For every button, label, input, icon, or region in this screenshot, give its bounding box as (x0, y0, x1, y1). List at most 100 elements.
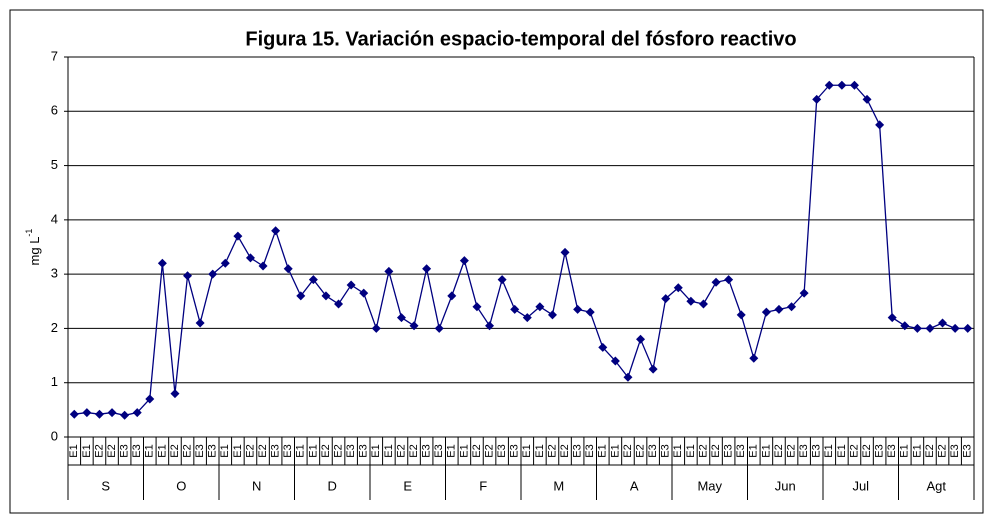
marker (245, 253, 255, 263)
group-label: S (101, 478, 110, 493)
marker (233, 231, 243, 241)
x-tick-label: E1 (232, 444, 244, 457)
x-tick-label: E1 (144, 444, 156, 457)
marker (321, 291, 331, 301)
x-tick-label: E1 (81, 444, 93, 457)
x-tick-label: E2 (483, 444, 495, 457)
group-label: F (479, 478, 487, 493)
x-tick-label: E3 (584, 444, 596, 457)
x-tick-label: E1 (597, 444, 609, 457)
y-tick-label: 5 (51, 157, 58, 172)
x-tick-label: E2 (244, 444, 256, 457)
x-tick-label: E3 (131, 444, 143, 457)
x-tick-label: E2 (622, 444, 634, 457)
x-tick-label: E1 (836, 444, 848, 457)
x-tick-label: E3 (496, 444, 508, 457)
x-tick-label: E1 (370, 444, 382, 457)
marker (195, 318, 205, 328)
marker (472, 302, 482, 312)
x-tick-label: E1 (156, 444, 168, 457)
marker (145, 394, 155, 404)
marker (912, 323, 922, 333)
marker (157, 258, 167, 268)
x-tick-label: E1 (534, 444, 546, 457)
x-tick-label: E3 (509, 444, 521, 457)
x-tick-label: E3 (660, 444, 672, 457)
x-tick-label: E3 (119, 444, 131, 457)
x-tick-label: E1 (307, 444, 319, 457)
marker (459, 256, 469, 266)
chart-title: Figura 15. Variación espacio-temporal de… (245, 28, 796, 50)
marker (598, 342, 608, 352)
x-tick-label: E3 (194, 444, 206, 457)
marker (485, 321, 495, 331)
y-tick-label: 3 (51, 266, 58, 281)
marker (862, 94, 872, 104)
group-label: Agt (926, 478, 946, 493)
marker (963, 323, 973, 333)
marker (686, 296, 696, 306)
x-tick-label: E2 (785, 444, 797, 457)
marker (120, 410, 130, 420)
x-tick-label: E1 (521, 444, 533, 457)
group-label: Jun (775, 478, 796, 493)
marker (749, 353, 759, 363)
x-tick-label: E2 (471, 444, 483, 457)
y-tick-label: 4 (51, 211, 58, 226)
x-tick-label: E2 (546, 444, 558, 457)
x-tick-label: E1 (609, 444, 621, 457)
marker (787, 302, 797, 312)
marker (636, 334, 646, 344)
x-tick-label: E3 (962, 444, 974, 457)
x-tick-label: E1 (458, 444, 470, 457)
x-tick-label: E2 (559, 444, 571, 457)
marker (736, 310, 746, 320)
marker (887, 313, 897, 323)
marker (94, 409, 104, 419)
marker (761, 307, 771, 317)
marker (107, 408, 117, 418)
marker (183, 271, 193, 281)
marker (698, 299, 708, 309)
x-tick-label: E3 (345, 444, 357, 457)
marker (220, 258, 230, 268)
marker (560, 247, 570, 257)
marker (849, 80, 859, 90)
marker (522, 313, 532, 323)
marker (434, 323, 444, 333)
marker (925, 323, 935, 333)
x-tick-label: E3 (572, 444, 584, 457)
x-tick-label: E3 (433, 444, 445, 457)
marker (510, 304, 520, 314)
x-tick-label: E3 (811, 444, 823, 457)
marker (950, 323, 960, 333)
marker (547, 310, 557, 320)
y-tick-label: 0 (51, 428, 58, 443)
x-tick-label: E3 (421, 444, 433, 457)
x-tick-label: E2 (106, 444, 118, 457)
marker (661, 294, 671, 304)
x-tick-label: E2 (697, 444, 709, 457)
x-tick-label: E1 (685, 444, 697, 457)
y-tick-label: 1 (51, 374, 58, 389)
x-tick-label: E2 (936, 444, 948, 457)
x-tick-label: E1 (295, 444, 307, 457)
marker (673, 283, 683, 293)
marker (208, 269, 218, 279)
y-axis-label-sup: -1 (24, 229, 34, 237)
marker (535, 302, 545, 312)
x-tick-label: E2 (181, 444, 193, 457)
marker (724, 275, 734, 285)
x-tick-label: E2 (408, 444, 420, 457)
x-tick-label: E2 (710, 444, 722, 457)
marker (359, 288, 369, 298)
x-tick-label: E1 (899, 444, 911, 457)
x-tick-label: E2 (332, 444, 344, 457)
x-tick-label: E2 (773, 444, 785, 457)
x-tick-label: E3 (723, 444, 735, 457)
marker (497, 275, 507, 285)
marker (170, 389, 180, 399)
marker (258, 261, 268, 271)
marker (774, 304, 784, 314)
y-tick-label: 2 (51, 320, 58, 335)
